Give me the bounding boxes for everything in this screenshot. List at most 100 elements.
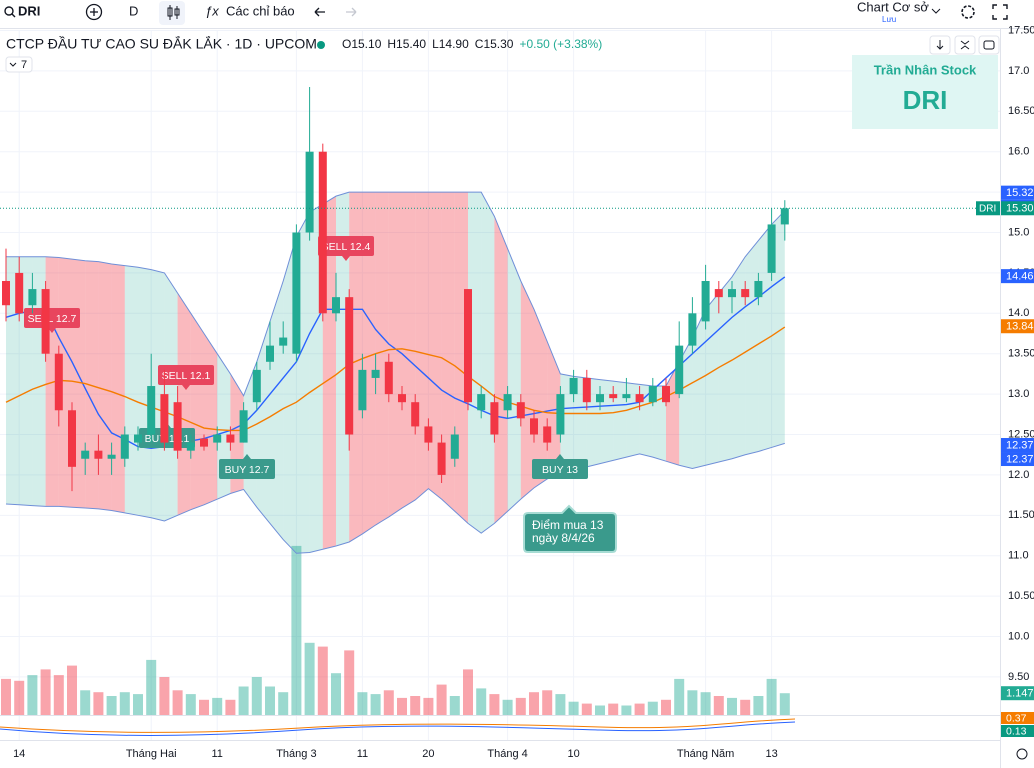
candle-body <box>279 337 288 346</box>
settings[interactable] <box>961 5 975 19</box>
volume-bar <box>674 678 685 715</box>
indicator-toggle[interactable] <box>5 56 33 73</box>
volume-bar <box>489 694 500 715</box>
signal-text: BUY 13 <box>542 464 578 476</box>
signal-pointer <box>342 256 350 261</box>
indicator-line <box>0 721 796 736</box>
ohlc-value: C15.30 <box>475 37 514 51</box>
candle-body <box>15 272 24 314</box>
volume-bar <box>436 684 447 715</box>
candle-body <box>2 280 10 306</box>
move-down-icon[interactable] <box>936 40 944 50</box>
ohlc-value: L14.90 <box>432 37 469 51</box>
collapse-icon[interactable] <box>960 40 970 50</box>
candle-body <box>767 224 776 273</box>
volume-bar <box>225 699 236 715</box>
axis-settings[interactable] <box>1016 748 1028 760</box>
layout-name[interactable]: Chart Cơ sở <box>857 0 929 14</box>
candle-body <box>120 434 129 459</box>
candle-body <box>701 280 710 322</box>
volume-bar <box>304 642 315 715</box>
candle-body <box>714 289 723 298</box>
x-tick-label: 14 <box>13 748 25 760</box>
signal-label: SELL 12.4 <box>318 236 374 261</box>
indicator-toggle-icon[interactable] <box>9 62 17 67</box>
candle-body <box>94 450 103 459</box>
add-symbol[interactable] <box>85 3 103 21</box>
candle-body <box>305 151 314 233</box>
band-fill <box>164 272 178 521</box>
indicators-button[interactable]: Các chỉ báo <box>226 3 295 18</box>
ohlc-value: O15.10 <box>342 37 382 51</box>
volume-bar <box>410 696 421 715</box>
candle-body <box>503 394 512 411</box>
volume-bar <box>687 690 698 715</box>
indicator-tag-label: 0.37 <box>1006 712 1027 724</box>
band-fill <box>415 192 429 500</box>
volume-bar <box>199 699 209 715</box>
collapse[interactable] <box>954 35 976 55</box>
volume-bar <box>555 694 566 715</box>
volume-bar <box>185 694 196 715</box>
y-tick-label: 14.0 <box>1008 307 1029 319</box>
volume-bar <box>265 686 275 715</box>
band-fill <box>494 216 508 524</box>
price-tag <box>1001 201 1034 216</box>
callout-text: ngày 8/4/26 <box>532 531 595 545</box>
watermark-symbol: DRI <box>903 85 948 115</box>
band-fill <box>481 192 495 534</box>
band-fill <box>441 192 455 512</box>
volume-bar <box>727 697 737 715</box>
save-label[interactable]: Lưu <box>882 15 896 24</box>
candle-body <box>160 394 169 443</box>
band-fill <box>388 192 402 517</box>
axis: 9.50 10.0 10.50 11.0 11.50 12.0 12.50 13.0 13.50… <box>1001 24 1034 737</box>
redo[interactable] <box>346 7 357 17</box>
volume-bar <box>80 690 91 715</box>
candle-body <box>41 289 50 354</box>
price-axis <box>1000 29 1034 768</box>
candle-body <box>516 402 525 419</box>
x-tick-label: 11 <box>211 748 222 760</box>
signal-text: BUY 12.7 <box>225 464 270 476</box>
pane-buttons <box>929 35 1000 55</box>
ohlc-legend: O15.10 H15.40 L14.90 C15.30 +0.50 (+3.38%) <box>342 37 602 51</box>
volume-bar <box>146 659 157 715</box>
signal-label: SELL 12.1 <box>158 365 214 390</box>
volume-bar <box>1 678 11 715</box>
indicator-tag <box>1001 725 1034 737</box>
signal-box <box>532 459 588 479</box>
symbol[interactable]: DRI <box>18 3 40 18</box>
y-tick-label: 12.50 <box>1008 428 1034 440</box>
undo[interactable] <box>314 7 325 17</box>
fullscreen[interactable] <box>992 4 1008 20</box>
price-tag <box>1001 319 1034 334</box>
ohlc-value: H15.40 <box>387 37 426 51</box>
candle-body <box>226 434 235 443</box>
volume-bar <box>476 688 487 715</box>
candle-body <box>543 426 552 443</box>
interval[interactable]: D <box>129 3 138 18</box>
search[interactable]: DRI <box>4 3 40 18</box>
maximize-icon[interactable] <box>983 40 995 50</box>
candle-body <box>780 208 789 225</box>
candle-body <box>186 442 195 451</box>
volume-bar <box>40 669 51 715</box>
chart-style[interactable] <box>159 1 185 25</box>
maximize[interactable] <box>978 35 1000 55</box>
signal-pointer <box>182 385 190 390</box>
band-fill <box>520 280 534 500</box>
fx-icon[interactable]: ƒx <box>205 3 219 18</box>
candle-body <box>688 313 697 346</box>
band-fill <box>124 265 138 516</box>
layout-menu[interactable] <box>931 8 941 14</box>
candle-body <box>754 280 763 298</box>
volume-bar <box>423 697 434 715</box>
volume-tag-label: 1.147 <box>1006 688 1034 700</box>
volume-bar <box>238 686 249 715</box>
callout-box <box>523 504 617 553</box>
y-tick-label: 17.0 <box>1008 65 1029 77</box>
x-tick-label: Tháng 3 <box>276 748 316 760</box>
legend-title: CTCP ĐẦU TƯ CAO SU ĐẮK LẮK · 1D · UPCOM <box>6 35 317 52</box>
indicator-count[interactable]: 7 <box>21 59 27 71</box>
